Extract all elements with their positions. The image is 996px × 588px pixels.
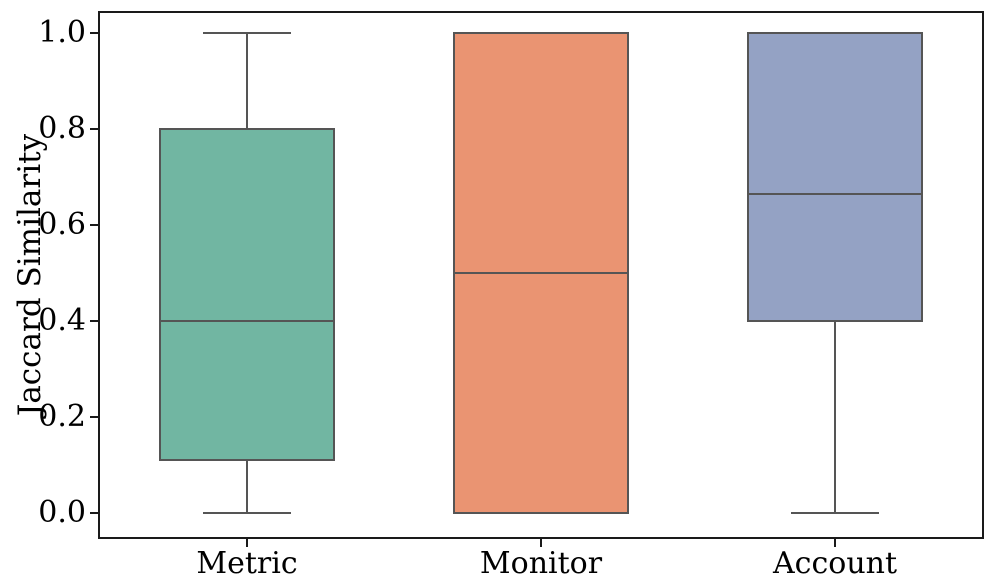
y-tick-label: 0.0 <box>38 494 86 530</box>
x-tick-mark <box>540 539 542 547</box>
y-axis-title: Jaccard Similarity <box>12 133 48 417</box>
y-tick-label: 0.4 <box>38 302 86 338</box>
whisker-cap <box>203 512 291 514</box>
y-tick-mark <box>90 128 98 131</box>
box-metric <box>159 128 335 462</box>
x-tick-label: Metric <box>196 546 298 581</box>
whisker-cap <box>203 32 291 35</box>
y-tick-label: 0.2 <box>38 398 86 434</box>
x-tick-label: Account <box>772 546 898 581</box>
whisker-cap <box>791 512 879 514</box>
x-tick-mark <box>246 539 248 547</box>
median-line <box>159 320 335 323</box>
y-tick-mark <box>90 32 98 35</box>
y-tick-label: 0.6 <box>38 206 86 242</box>
x-tick-mark <box>834 539 836 547</box>
x-tick-label: Monitor <box>479 546 603 581</box>
y-tick-label: 0.8 <box>38 110 86 146</box>
plot-frame <box>98 11 984 539</box>
box-account <box>747 32 923 323</box>
median-line <box>747 192 923 195</box>
y-tick-mark <box>90 224 98 227</box>
whisker-line <box>834 321 836 513</box>
plot-area <box>100 13 982 537</box>
y-tick-mark <box>90 512 98 514</box>
y-tick-mark <box>90 416 98 419</box>
y-tick-mark <box>90 320 98 323</box>
median-line <box>453 272 629 275</box>
whisker-line <box>246 460 248 513</box>
whisker-line <box>246 33 248 130</box>
y-tick-label: 1.0 <box>38 14 86 50</box>
